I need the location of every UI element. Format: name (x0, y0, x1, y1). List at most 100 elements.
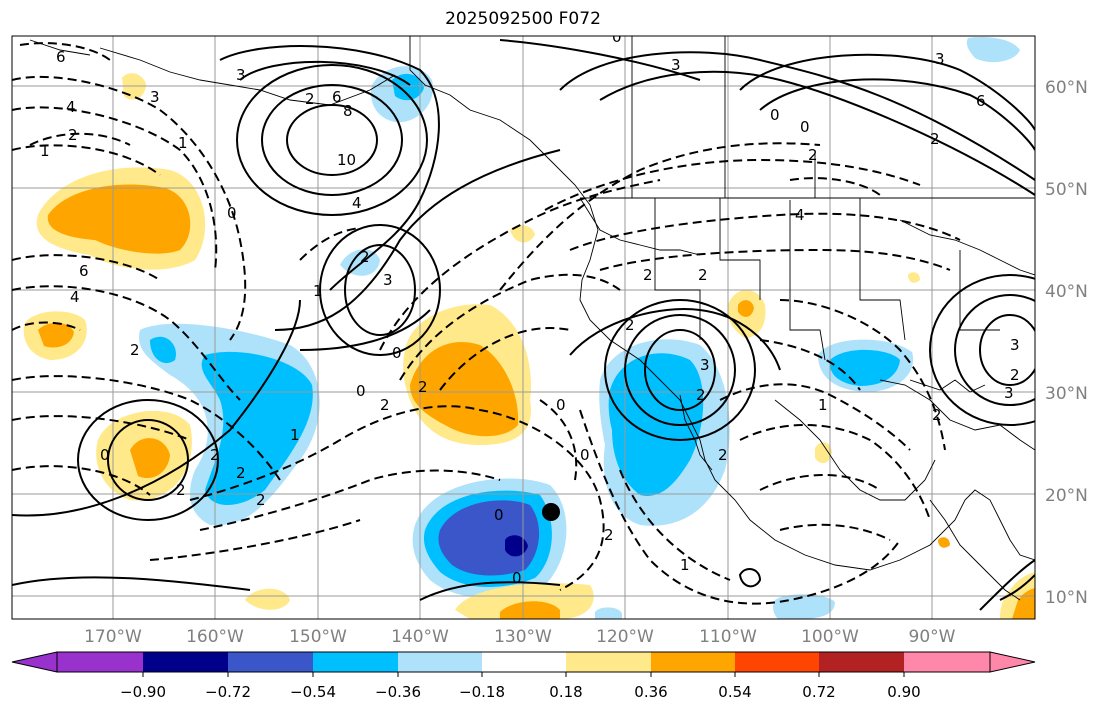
colorbar-extend-high (989, 651, 1036, 673)
colorbar-label: −0.18 (459, 683, 505, 701)
lon-label-90w: 90°W (909, 627, 956, 647)
contour-label: 2 (418, 378, 428, 396)
contour-label: 3 (383, 271, 393, 289)
colorbar-bin (482, 652, 566, 672)
contour-label: 0 (512, 569, 522, 587)
contour-label: 8 (343, 102, 353, 120)
contour-label: 2 (604, 526, 614, 544)
contour-label: 2 (236, 464, 246, 482)
contour-label: 6 (976, 92, 986, 110)
contour-label: 3 (671, 56, 681, 74)
contour-label: 2 (625, 316, 635, 334)
latitude-labels: 60°N 50°N 40°N 30°N 20°N 10°N (1045, 78, 1088, 608)
colorbar-bin (904, 652, 990, 672)
contour-label: 0 (612, 28, 622, 46)
contour-label: 0 (556, 396, 566, 414)
contour-label: 4 (352, 194, 362, 212)
colorbar-bin (57, 652, 143, 672)
lon-label-160w: 160°W (186, 627, 244, 647)
contour-label: 2 (932, 406, 942, 424)
contour-label: 3 (1010, 336, 1020, 354)
contour-label: 0 (580, 446, 590, 464)
lon-label-140w: 140°W (391, 627, 449, 647)
contour-label: 2 (305, 90, 315, 108)
contour-label: 0 (100, 446, 110, 464)
colorbar-bin (566, 652, 651, 672)
colorbar-label: −0.36 (375, 683, 421, 701)
contour-label: 4 (795, 206, 805, 224)
colorbar-bin (819, 652, 904, 672)
colorbar-bin (651, 652, 735, 672)
contour-label: 1 (680, 556, 690, 574)
contour-label: 0 (800, 118, 810, 136)
contour-label: 2 (360, 248, 370, 266)
contour-label: 2 (68, 126, 78, 144)
map-title: 2025092500 F072 (445, 9, 601, 29)
contour-label: 3 (935, 50, 945, 68)
contour-label: 2 (130, 341, 140, 359)
contour-label: 2 (176, 481, 186, 499)
colorbar-bin (143, 652, 228, 672)
contour-label: 0 (770, 106, 780, 124)
lon-label-170w: 170°W (84, 627, 142, 647)
lat-label-50n: 50°N (1045, 180, 1088, 200)
colorbar-label: −0.72 (205, 683, 251, 701)
lat-label-10n: 10°N (1045, 588, 1088, 608)
lon-label-150w: 150°W (289, 627, 347, 647)
map-border (11, 35, 1036, 620)
contour-label: 2 (718, 446, 728, 464)
lat-label-60n: 60°N (1045, 78, 1088, 98)
colorbar-label: 0.54 (718, 683, 751, 701)
contour-label: 1 (313, 282, 323, 300)
lon-label-110w: 110°W (699, 627, 757, 647)
colorbar-label: 0.18 (549, 683, 582, 701)
contour-label: 0 (392, 344, 402, 362)
colorbar-ticks (142, 672, 905, 677)
lon-label-120w: 120°W (596, 627, 654, 647)
colorbar-bin (398, 652, 482, 672)
contour-label: 0 (356, 382, 366, 400)
lat-label-30n: 30°N (1045, 384, 1088, 404)
location-marker (542, 503, 560, 521)
lat-label-20n: 20°N (1045, 486, 1088, 506)
contour-label: 3 (700, 356, 710, 374)
colorbar-bin (313, 652, 398, 672)
contour-label: 1 (40, 142, 50, 160)
colorbar-extend-low (11, 651, 58, 673)
colorbar-label: −0.90 (120, 683, 166, 701)
map-frame-content: 6 4 3 2 1 1 2 6 8 10 3 0 4 2 3 1 0 0 2 2… (12, 28, 1035, 619)
colorbar-label: 0.90 (887, 683, 920, 701)
colorbar-bin (228, 652, 313, 672)
contour-label: 6 (332, 88, 342, 106)
colorbar-label: 0.72 (802, 683, 835, 701)
contour-label: 2 (256, 491, 266, 509)
longitude-labels: 170°W 160°W 150°W 140°W 130°W 120°W 110°… (84, 627, 956, 647)
contour-label: 0 (494, 506, 504, 524)
contour-label: 2 (210, 446, 220, 464)
contour-label: 2 (698, 266, 708, 284)
contours-negative (12, 42, 961, 605)
contour-label: 3 (1004, 384, 1014, 402)
colorbar-bin (735, 652, 819, 672)
contour-label: 1 (290, 426, 300, 444)
contour-label: 6 (56, 48, 66, 66)
lat-label-40n: 40°N (1045, 282, 1088, 302)
contour-label: 3 (150, 88, 160, 106)
contour-label: 1 (178, 134, 188, 152)
contour-label: 10 (337, 151, 356, 169)
contour-label: 4 (70, 288, 80, 306)
lon-label-130w: 130°W (494, 627, 552, 647)
colorbar-label: −0.54 (290, 683, 336, 701)
contour-label: 6 (79, 262, 89, 280)
lon-label-100w: 100°W (801, 627, 859, 647)
land-borders (29, 36, 1035, 601)
contour-label: 2 (696, 386, 706, 404)
contour-label: 2 (930, 130, 940, 148)
colorbar: −0.90 −0.72 −0.54 −0.36 −0.18 0.18 0.36 … (11, 651, 1036, 701)
contour-labels: 6 4 3 2 1 1 2 6 8 10 3 0 4 2 3 1 0 0 2 2… (40, 28, 1020, 587)
contour-label: 0 (227, 204, 237, 222)
contours-positive (12, 39, 1035, 611)
contour-label: 1 (818, 396, 828, 414)
contour-label: 2 (808, 146, 818, 164)
